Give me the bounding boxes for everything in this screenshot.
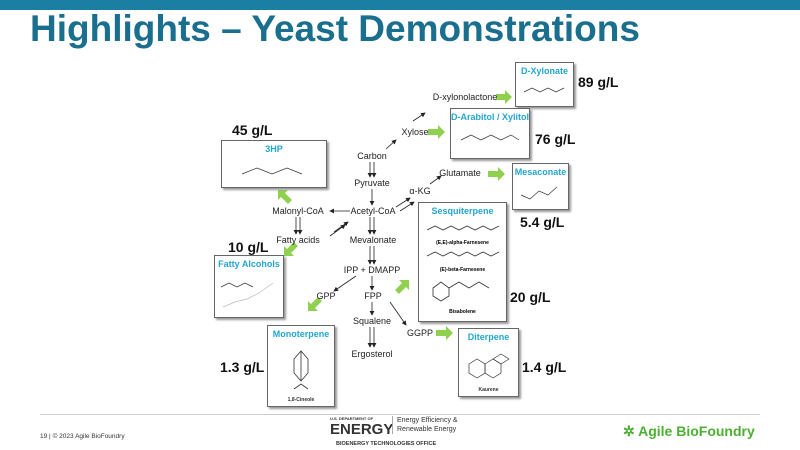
- node-xylose: Xylose: [401, 127, 429, 137]
- doe-energy: ENERGY: [330, 421, 394, 438]
- copyright: © 2023 Agile BioFoundry: [52, 433, 125, 440]
- abf-name: Agile BioFoundry: [638, 423, 755, 439]
- titer-mesaconate: 5.4 g/L: [520, 214, 565, 230]
- product-box-arabitol: D-Arabitol / Xylitol: [450, 108, 530, 159]
- node-acetyl-coa: Acetyl-CoA: [350, 206, 396, 216]
- doe-small: U.S. DEPARTMENT OF: [330, 416, 374, 421]
- product-box-xylonate: D-Xylonate: [515, 62, 574, 107]
- node-fatty-acids: Fatty acids: [276, 235, 320, 245]
- titer-sesquiterpene: 20 g/L: [510, 289, 551, 305]
- titer-xylonate: 89 g/L: [578, 74, 619, 90]
- node-carbon: Carbon: [357, 151, 387, 161]
- compound-label: 1,8-Cineole: [287, 397, 315, 403]
- node-gpp: GPP: [316, 291, 336, 301]
- product-box-3hp: 3HP: [221, 140, 327, 188]
- node-ggpp: GGPP: [406, 328, 434, 338]
- green-arrows: [278, 90, 512, 340]
- box-title: Fatty Alcohols: [218, 259, 280, 269]
- compound-label: (E)-beta-Farnesene: [439, 267, 486, 273]
- molecule-icon: [293, 350, 309, 390]
- titer-3hp: 45 g/L: [232, 122, 273, 138]
- node-pyruvate: Pyruvate: [354, 178, 390, 188]
- titer-arabitol: 76 g/L: [535, 131, 576, 147]
- top-accent-bar: [0, 0, 800, 10]
- sun-icon: ✲: [623, 423, 635, 439]
- compound-label: Kaurene: [478, 387, 499, 393]
- box-title: Sesquiterpene: [431, 206, 494, 216]
- molecule-icon: [460, 134, 520, 141]
- box-title: Monoterpene: [272, 329, 330, 339]
- node-fpp: FPP: [364, 291, 382, 301]
- compound-label: (E,E)-alpha-Farnesene: [436, 240, 489, 246]
- product-box-fatty-alcohols: Fatty Alcohols: [214, 255, 284, 318]
- molecule-icon: [220, 282, 274, 308]
- bto: BIOENERGY TECHNOLOGIES OFFICE: [336, 441, 437, 447]
- compound-label: Bisabolene: [449, 309, 476, 315]
- box-title: D-Arabitol / Xylitol: [451, 112, 530, 122]
- node-xylonolactone: D-xylonolactone: [432, 92, 498, 102]
- node-mevalonate: Mevalonate: [349, 235, 397, 245]
- separator: |: [49, 433, 51, 440]
- node-ipp-dmapp: IPP + DMAPP: [343, 265, 401, 275]
- molecule-icon: [523, 87, 565, 93]
- product-box-mesaconate: Mesaconate: [512, 163, 569, 210]
- node-squalene: Squalene: [352, 316, 392, 326]
- node-malonyl-coa: Malonyl-CoA: [272, 206, 324, 216]
- box-title: 3HP: [265, 144, 283, 154]
- box-title: Mesaconate: [514, 167, 567, 177]
- slide-title: Highlights – Yeast Demonstrations: [30, 8, 640, 49]
- titer-fatty-alcohols: 10 g/L: [228, 239, 269, 255]
- footer-divider: [40, 414, 760, 415]
- titer-monoterpene: 1.3 g/L: [220, 359, 265, 375]
- molecule-icon: [241, 167, 303, 175]
- doe-logo: U.S. DEPARTMENT OF ENERGY Energy Efficie…: [330, 413, 470, 449]
- eere: Energy Efficiency & Renewable Energy: [392, 416, 467, 434]
- product-box-diterpene: Diterpene Kaurene: [458, 328, 519, 397]
- node-ergosterol: Ergosterol: [351, 349, 393, 359]
- molecule-icon: [426, 225, 500, 302]
- node-akg: α-KG: [409, 186, 431, 196]
- molecule-icon: [520, 186, 558, 200]
- abf-logo: ✲ Agile BioFoundry: [623, 423, 755, 440]
- footer-left: 19 | © 2023 Agile BioFoundry: [40, 433, 125, 440]
- box-title: Diterpene: [467, 332, 510, 342]
- molecule-icon: [468, 353, 510, 379]
- box-title: D-Xylonate: [520, 66, 568, 76]
- node-glutamate: Glutamate: [439, 168, 481, 178]
- titer-diterpene: 1.4 g/L: [522, 359, 567, 375]
- product-box-monoterpene: Monoterpene 1,8-Cineole: [267, 325, 335, 407]
- product-box-sesquiterpene: Sesquiterpene (E,E)-alpha-Farnesene (E)-…: [418, 202, 507, 322]
- page-number: 19: [40, 433, 48, 440]
